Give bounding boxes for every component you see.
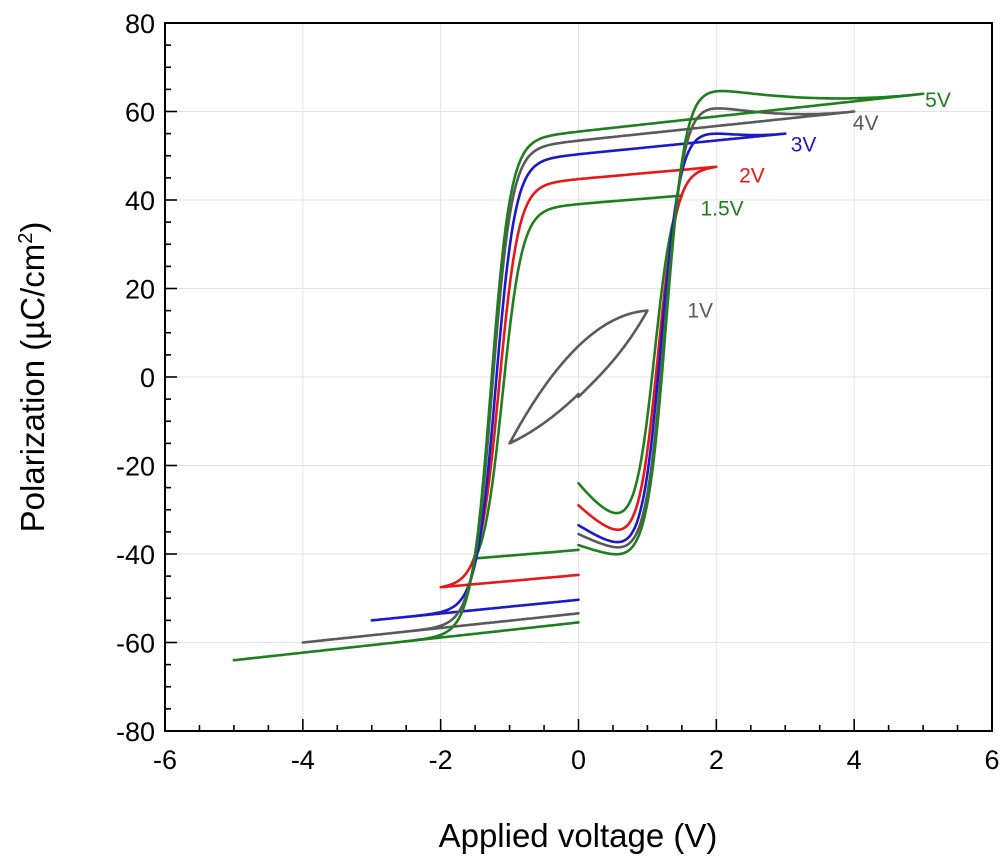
curve-label-4V: 4V xyxy=(853,112,879,135)
y-tick-label: -40 xyxy=(116,540,155,570)
curve-label-3V: 3V xyxy=(791,133,817,156)
y-tick-label: -20 xyxy=(116,452,155,482)
x-tick-label: 4 xyxy=(847,745,862,775)
curve-label-5V: 5V xyxy=(925,89,951,112)
hysteresis-loop-1.5V xyxy=(473,194,684,560)
y-tick-label: -60 xyxy=(116,629,155,659)
hysteresis-loop-5V xyxy=(232,89,925,662)
curve-label-1.5V: 1.5V xyxy=(700,197,743,220)
x-tick-label: 6 xyxy=(984,745,999,775)
curves xyxy=(232,89,925,662)
y-tick-label: 0 xyxy=(140,363,155,393)
x-axis-title: Applied voltage (V) xyxy=(439,817,718,854)
y-tick-label: 60 xyxy=(125,98,155,128)
y-tick-label: 20 xyxy=(125,275,155,305)
curve-label-1V: 1V xyxy=(687,299,713,322)
y-tick-label: 40 xyxy=(125,186,155,216)
x-tick-label: 0 xyxy=(571,745,586,775)
axis-ticks xyxy=(164,22,993,732)
hysteresis-loop-3V xyxy=(370,132,787,622)
curve-labels: 1V 1.5V 2V 3V 4V 5V xyxy=(687,89,950,322)
x-tick-label: -4 xyxy=(291,745,315,775)
x-tick-label: -6 xyxy=(153,745,177,775)
x-tick-label: -2 xyxy=(429,745,453,775)
y-tick-label: -80 xyxy=(116,717,155,747)
y-axis-title: Polarization (µC/cm2) xyxy=(14,222,51,533)
curve-label-2V: 2V xyxy=(739,164,765,187)
hysteresis-loop-1V xyxy=(508,309,649,445)
x-tick-label: 2 xyxy=(709,745,724,775)
y-tick-label: 80 xyxy=(125,9,155,39)
